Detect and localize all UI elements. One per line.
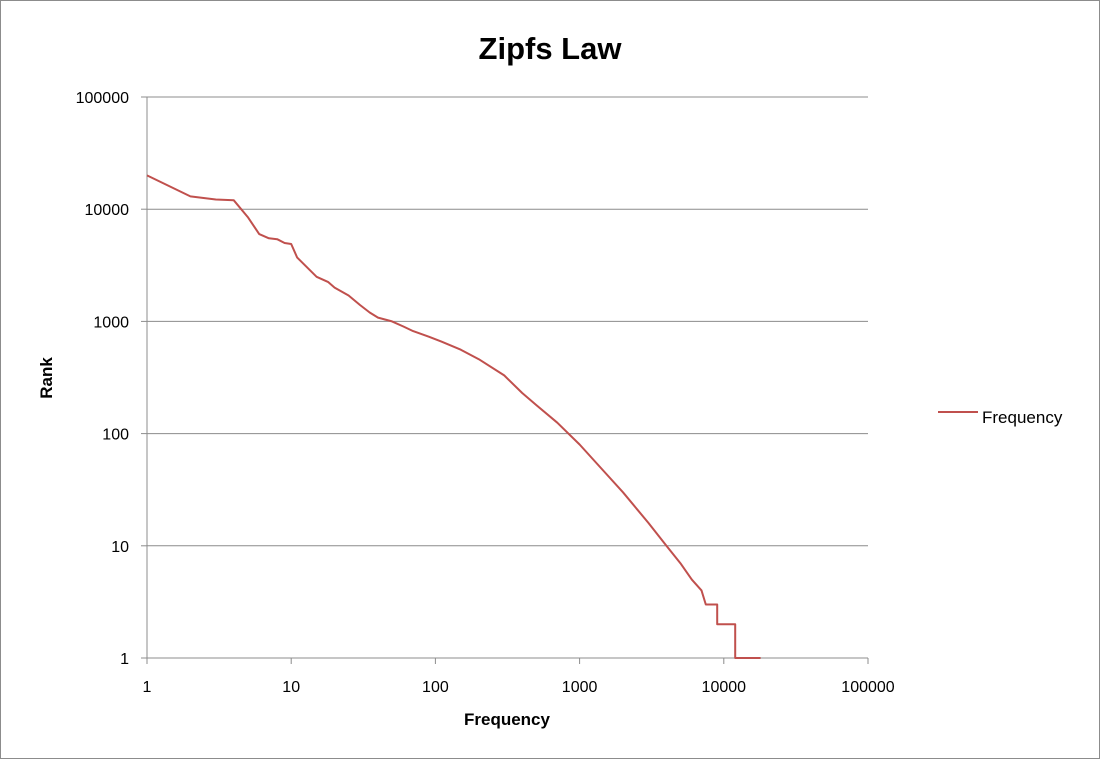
x-tick-label-10: 10 (282, 679, 300, 696)
x-axis-tick-labels: 1 10 100 1000 10000 100000 (143, 679, 895, 696)
x-tick-label-100000: 100000 (841, 679, 894, 696)
y-tick-label-100000: 100000 (76, 90, 129, 107)
axes (141, 96, 869, 664)
legend: Frequency (938, 408, 1063, 427)
y-tick-label-10000: 10000 (85, 202, 130, 219)
x-tick-label-100: 100 (422, 679, 449, 696)
y-axis-tick-labels: 1 10 100 1000 10000 100000 (76, 90, 129, 668)
legend-label-frequency: Frequency (982, 408, 1063, 427)
y-tick-label-100: 100 (102, 427, 129, 444)
chart-title: Zipfs Law (479, 31, 623, 66)
y-axis-title: Rank (37, 357, 56, 399)
series-line-frequency (146, 174, 761, 659)
x-tick-label-1: 1 (143, 679, 152, 696)
x-axis-title: Frequency (464, 710, 551, 729)
plot-series (146, 174, 761, 659)
y-tick-label-1000: 1000 (93, 314, 129, 331)
x-tick-label-10000: 10000 (702, 679, 747, 696)
x-tick-label-1000: 1000 (562, 679, 598, 696)
y-tick-label-10: 10 (111, 539, 129, 556)
gridlines (147, 96, 868, 547)
y-tick-label-1: 1 (120, 651, 129, 668)
